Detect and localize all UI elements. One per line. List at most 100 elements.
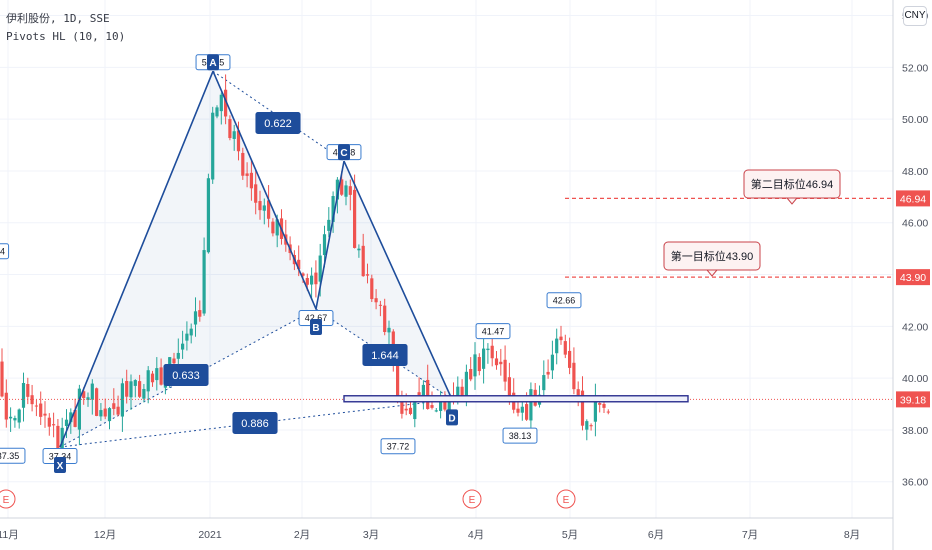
- x-tick-label: 4月: [468, 529, 484, 541]
- candle-body: [494, 358, 499, 366]
- candle-body: [400, 397, 404, 414]
- candle-body: [267, 200, 271, 219]
- candle-body: [146, 370, 150, 392]
- currency-button[interactable]: CNY: [903, 6, 927, 26]
- pivot-label-box: [0, 447, 26, 464]
- candle-body: [606, 411, 610, 413]
- candle-body: [525, 404, 529, 420]
- candle-body: [301, 273, 305, 276]
- candle-body: [499, 361, 503, 365]
- candle-body: [456, 386, 460, 396]
- pattern-ratio-line: [212, 70, 345, 162]
- candle-body: [421, 384, 425, 398]
- ratio-label-box: [255, 112, 301, 134]
- candle-body: [550, 354, 554, 371]
- pattern-leg: [59, 70, 214, 448]
- candle-body: [77, 388, 81, 430]
- candle-body: [69, 412, 73, 423]
- pivot-label-box: [502, 427, 538, 444]
- candle-body: [482, 348, 486, 369]
- x-tick-label: 8月: [844, 529, 860, 541]
- candle-body: [39, 403, 43, 417]
- candle-body: [503, 359, 507, 382]
- x-tick-label: 7月: [742, 529, 758, 541]
- candle-body: [322, 234, 327, 256]
- harmonic-point-label: D: [448, 413, 455, 424]
- candle-body: [103, 408, 107, 417]
- candle-body: [305, 278, 309, 285]
- harmonic-point-label: X: [57, 461, 64, 472]
- candle-body: [404, 408, 408, 411]
- candle-body: [490, 345, 494, 359]
- candle-body: [120, 383, 124, 417]
- y-tick-label: 40.00: [902, 373, 928, 385]
- x-tick-label: 5月: [562, 529, 578, 541]
- candle-body: [206, 178, 210, 253]
- candle-body: [125, 380, 129, 397]
- candle-body: [52, 424, 56, 426]
- candle-body: [155, 368, 159, 381]
- x-tick-label: 12月: [94, 529, 116, 541]
- candle-body: [365, 274, 370, 276]
- candle-body: [271, 221, 275, 234]
- price-axis-tag-label: 43.90: [900, 272, 926, 284]
- candle-body: [378, 304, 382, 306]
- candle-body: [426, 379, 430, 409]
- target-callout-text: 第二目标位46.94: [751, 177, 834, 191]
- x-tick-label: 11月: [0, 529, 19, 541]
- pivot-label-box: [380, 438, 416, 455]
- pattern-fill-xab: [60, 71, 316, 448]
- candle-body: [43, 413, 47, 416]
- ratio-label: 1.644: [371, 350, 399, 362]
- pivot-label: 37.34: [49, 451, 72, 461]
- candle-body: [236, 130, 241, 152]
- candle-body: [254, 184, 258, 203]
- candle-body: [559, 336, 563, 341]
- candle-body: [443, 398, 447, 410]
- x-tick-label: 2021: [198, 529, 222, 541]
- candle-body: [82, 391, 86, 398]
- pattern-fill-bcd: [316, 161, 452, 400]
- pivot-label: 37.35: [0, 451, 19, 461]
- partial-pivot-label-box: [0, 243, 10, 260]
- candle-body: [138, 381, 142, 397]
- target-callout-pointer: [705, 269, 719, 277]
- candle-body: [520, 406, 524, 413]
- price-axis-tag: [896, 190, 930, 207]
- candle-body: [112, 403, 116, 409]
- candle-body: [469, 369, 473, 380]
- ratio-label: 0.622: [264, 118, 292, 130]
- ratio-label-box: [232, 412, 278, 434]
- candle-body: [357, 248, 361, 251]
- candle-body: [353, 189, 357, 248]
- target-callout: 第二目标位46.94: [743, 169, 841, 205]
- candle-body: [181, 343, 185, 350]
- target-callout: 第一目标位43.90: [663, 241, 761, 277]
- candle-body: [4, 392, 8, 420]
- earnings-marker-label: E: [469, 495, 476, 506]
- harmonic-point-label: A: [209, 58, 216, 69]
- candle-body: [413, 396, 417, 420]
- candle-body: [193, 311, 198, 325]
- candle-body: [335, 179, 339, 200]
- candle-body: [241, 152, 245, 176]
- candle-body: [90, 383, 94, 400]
- pivot-label: 37.72: [387, 441, 410, 451]
- candle-body: [460, 386, 464, 397]
- candle-body: [516, 408, 520, 413]
- candle-body: [64, 419, 69, 426]
- harmonic-point-label: C: [340, 148, 347, 159]
- y-tick-label: 50.00: [902, 114, 928, 126]
- candle-body: [486, 348, 490, 351]
- ratio-label-box: [362, 344, 408, 366]
- candle-body: [477, 357, 481, 372]
- candle-body: [47, 417, 51, 427]
- candle-body: [275, 219, 279, 236]
- y-tick-label: 38.00: [902, 425, 928, 437]
- x-tick-label: 6月: [648, 529, 664, 541]
- candle-body: [258, 201, 262, 211]
- candle-body: [563, 341, 567, 355]
- partial-pivot-label: 54: [0, 246, 5, 256]
- candle-body: [585, 421, 589, 430]
